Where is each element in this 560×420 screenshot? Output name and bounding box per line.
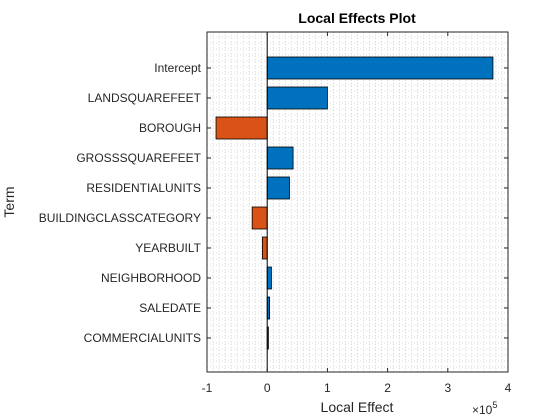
x-tick-label: 2	[384, 381, 391, 395]
x-axis-title: Local Effect	[321, 399, 394, 415]
y-tick-label: Intercept	[154, 61, 201, 75]
x-tick-label: 1	[324, 381, 331, 395]
bar-neighborhood	[266, 266, 272, 290]
y-axis-ticks: Intercept LANDSQUAREFEET BOROUGH GROSSSQUAR…	[39, 61, 508, 345]
y-tick-label: BOROUGH	[139, 121, 201, 135]
y-tick-label: LANDSQUAREFEET	[88, 91, 202, 105]
y-tick-label: NEIGHBORHOOD	[101, 271, 201, 285]
y-tick-label: RESIDENTIALUNITS	[86, 181, 201, 195]
y-tick-label: GROSSSQUAREFEET	[76, 151, 201, 165]
y-axis-title: Term	[1, 186, 17, 217]
x-axis-ticks: -1 0 1 2 3 4	[202, 32, 512, 395]
plot-frame	[206, 31, 509, 373]
y-tick-label: YEARBUILT	[135, 241, 201, 255]
x-axis-exponent-power: 5	[492, 400, 497, 410]
bar-borough	[215, 116, 268, 140]
bar-intercept	[266, 56, 494, 80]
plot-area	[207, 32, 508, 372]
bar-yearbuilt	[261, 236, 268, 260]
bar-grosssquarefeet	[266, 146, 294, 170]
bar-landsquarefeet	[266, 86, 328, 110]
x-tick-label: 3	[444, 381, 451, 395]
x-tick-label: -1	[202, 381, 213, 395]
y-tick-label: BUILDINGCLASSCATEGORY	[39, 211, 201, 225]
x-axis-exponent-base: ×10	[472, 403, 493, 417]
bar-residentialunits	[266, 176, 290, 200]
x-axis-exponent: ×105	[472, 400, 497, 417]
y-tick-label: SALEDATE	[139, 301, 201, 315]
bar-buildingclasscategory	[251, 206, 268, 230]
y-tick-label: COMMERCIALUNITS	[84, 331, 201, 345]
x-tick-label: 0	[264, 381, 271, 395]
chart-title: Local Effects Plot	[298, 10, 416, 26]
x-tick-label: 4	[505, 381, 512, 395]
